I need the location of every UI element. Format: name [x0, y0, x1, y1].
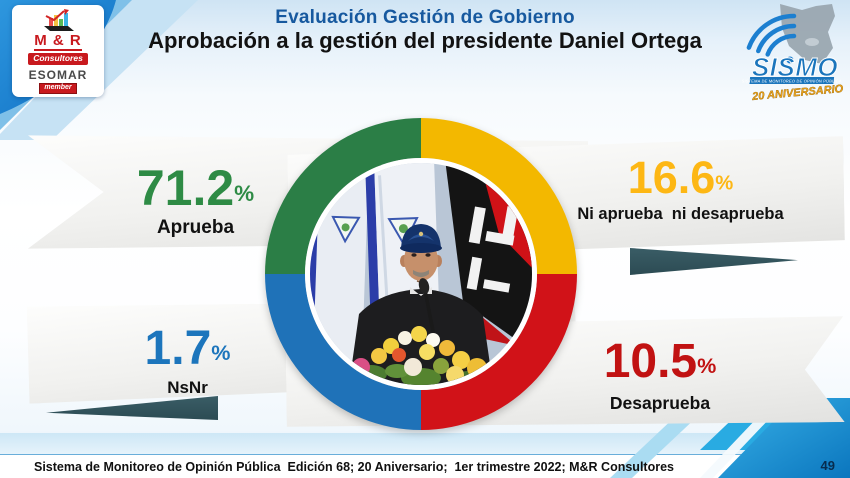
- chart-laptop-icon: [44, 9, 74, 31]
- sismo-anniversary-text: 20 ANIVERSARIO: [751, 83, 844, 102]
- slide-subtitle: Aprobación a la gestión del presidente D…: [148, 28, 702, 53]
- result-aprueba-label: Aprueba: [156, 217, 235, 238]
- ring-segment-green: [265, 118, 421, 274]
- result-nsnr: 1.7% NsNr: [75, 325, 300, 398]
- footer-blue-band: [0, 433, 850, 454]
- sismo-20-aniversario-logo: SISMO SISTEMA DE MONITOREO DE OPINIÓN PÚ…: [742, 4, 844, 102]
- result-desaprueba: 10.5% Desaprueba: [545, 338, 775, 414]
- footer-source-text: Sistema de Monitoreo de Opinión Pública …: [34, 460, 674, 474]
- mr-consultores-logo: M & R Consultores ESOMAR member: [12, 5, 104, 97]
- footer-bar: [0, 454, 850, 478]
- result-desaprueba-label: Desaprueba: [609, 393, 711, 413]
- result-nsnr-label: NsNr: [167, 378, 208, 397]
- sismo-banner-text: SISTEMA DE MONITOREO DE OPINIÓN PÚBLICA: [742, 78, 842, 83]
- approval-donut-chart: [265, 118, 577, 430]
- result-ni-aprueba-label: Ni aprueba ni desaprueba: [577, 205, 784, 223]
- result-desaprueba-value: 10.5%: [603, 335, 717, 388]
- mr-logo-consultores: Consultores: [28, 53, 88, 65]
- esomar-member-badge: member: [39, 83, 77, 94]
- mr-logo-name: M & R: [34, 32, 82, 51]
- ring-segment-red: [421, 274, 577, 430]
- result-aprueba-value: 71.2%: [136, 160, 255, 216]
- nicaragua-map-silhouette: [780, 4, 835, 64]
- result-ni-aprueba: 16.6% Ni aprueba ni desaprueba: [553, 155, 808, 224]
- esomar-label: ESOMAR: [28, 68, 88, 82]
- ribbon-fold-neutral: [630, 248, 798, 275]
- page-number: 49: [820, 458, 835, 473]
- ring-segment-blue: [265, 274, 421, 430]
- result-nsnr-value: 1.7%: [144, 322, 231, 375]
- ring-segment-yellow: [421, 118, 577, 274]
- slide-title: Evaluación Gestión de Gobierno: [275, 7, 575, 28]
- result-ni-aprueba-value: 16.6%: [627, 152, 734, 203]
- result-aprueba: 71.2% Aprueba: [78, 163, 313, 239]
